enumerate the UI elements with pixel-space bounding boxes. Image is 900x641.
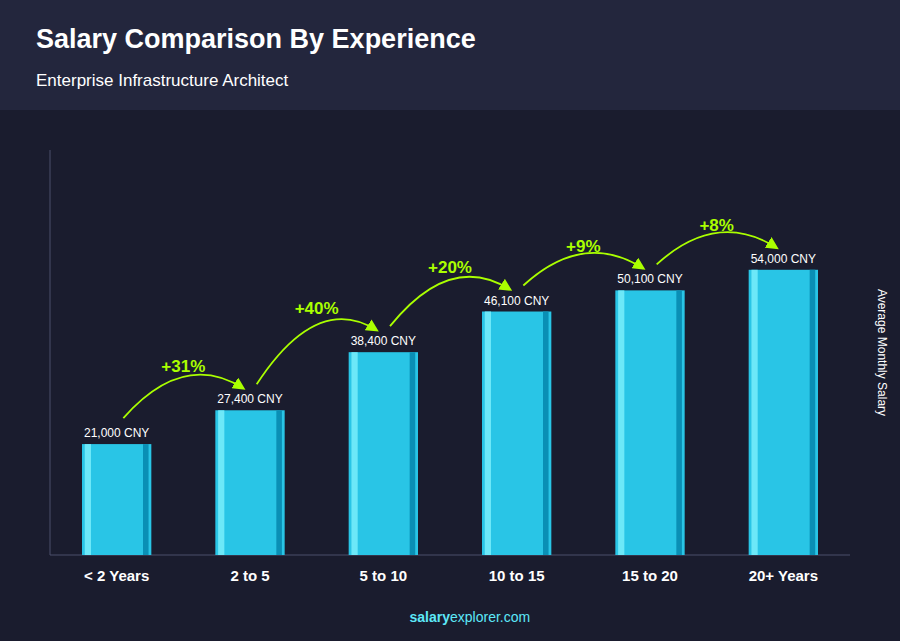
change-label: +9% <box>566 237 601 256</box>
data-label: 21,000 CNY <box>84 426 149 440</box>
bar <box>615 290 684 555</box>
y-axis-label: Average Monthly Salary <box>875 289 889 416</box>
watermark: explorer.com <box>450 609 530 625</box>
bar-shade <box>276 410 282 555</box>
change-arrow <box>257 319 377 384</box>
x-axis-line <box>50 555 850 556</box>
x-tick-label: 5 to 10 <box>360 567 408 584</box>
bar <box>349 352 418 555</box>
change-arrow <box>523 253 643 286</box>
bar-shade <box>143 444 149 555</box>
bars <box>82 270 818 555</box>
y-axis-line <box>50 150 51 555</box>
bar <box>215 410 284 555</box>
bar-highlight <box>218 410 224 555</box>
change-label: +31% <box>161 357 205 376</box>
x-tick-label: < 2 Years <box>84 567 149 584</box>
watermark: salary <box>410 609 451 625</box>
x-tick-label: 20+ Years <box>749 567 818 584</box>
change-label: +20% <box>428 258 472 277</box>
chart-container: Salary Comparison By Experience Enterpris… <box>0 0 900 641</box>
bar-shade <box>810 270 816 555</box>
bar-shade <box>543 312 549 555</box>
change-label: +8% <box>699 216 734 235</box>
data-label: 46,100 CNY <box>484 294 549 308</box>
change-label: +40% <box>295 299 339 318</box>
bar-highlight <box>485 312 491 555</box>
data-label: 50,100 CNY <box>617 272 682 286</box>
change-arrow <box>657 232 777 264</box>
title-band <box>0 0 900 110</box>
data-label: 54,000 CNY <box>751 252 816 266</box>
data-label: 27,400 CNY <box>217 392 282 406</box>
title: Salary Comparison By Experience <box>36 24 476 54</box>
bar <box>82 444 151 555</box>
x-tick-label: 10 to 15 <box>489 567 545 584</box>
bar <box>482 312 551 555</box>
x-tick-label: 15 to 20 <box>622 567 678 584</box>
bar-highlight <box>751 270 757 555</box>
background <box>0 0 900 641</box>
bar-shade <box>676 290 682 555</box>
bar-highlight <box>618 290 624 555</box>
bar-highlight <box>85 444 91 555</box>
change-arrow <box>390 277 510 326</box>
x-tick-label: 2 to 5 <box>230 567 269 584</box>
data-label: 38,400 CNY <box>351 334 416 348</box>
bar <box>749 270 818 555</box>
chart-svg: Salary Comparison By Experience Enterpris… <box>0 0 900 641</box>
bar-highlight <box>351 352 357 555</box>
change-arrow <box>123 375 243 418</box>
bar-shade <box>410 352 416 555</box>
subtitle: Enterprise Infrastructure Architect <box>36 71 289 90</box>
